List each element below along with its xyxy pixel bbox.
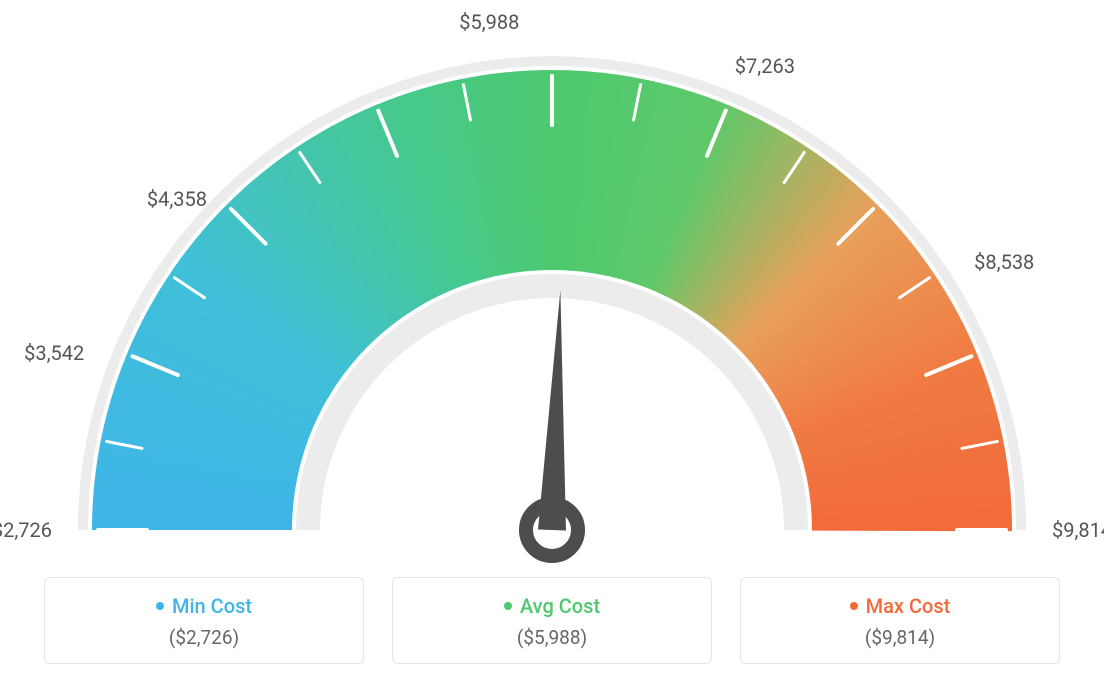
legend-label: Avg Cost [520, 594, 600, 618]
legend-dot-icon [850, 602, 858, 610]
legend-card-max: Max Cost ($9,814) [740, 577, 1060, 664]
legend-label: Max Cost [866, 594, 951, 618]
legend-value: ($5,988) [403, 626, 701, 649]
gauge-svg [0, 20, 1104, 580]
legend-dot-icon [156, 602, 164, 610]
legend-title: Min Cost [156, 594, 252, 618]
gauge-scale-label: $8,538 [974, 250, 1034, 274]
legend-row: Min Cost ($2,726) Avg Cost ($5,988) Max Cost… [0, 577, 1104, 664]
legend-label: Min Cost [172, 594, 252, 618]
gauge-scale-label: $7,263 [735, 54, 795, 78]
legend-value: ($9,814) [751, 626, 1049, 649]
gauge-scale-label: $2,726 [0, 518, 52, 542]
gauge-scale-label: $3,542 [24, 341, 84, 365]
legend-card-min: Min Cost ($2,726) [44, 577, 364, 664]
legend-title: Max Cost [850, 594, 951, 618]
gauge-container: $2,726 $3,542 $4,358 $5,988 $7,263 $8,538 $9,8… [0, 0, 1104, 560]
gauge-scale-label: $5,988 [459, 10, 519, 34]
gauge-scale-label: $9,814 [1052, 518, 1104, 542]
legend-title: Avg Cost [504, 594, 600, 618]
legend-card-avg: Avg Cost ($5,988) [392, 577, 712, 664]
gauge-scale-label: $4,358 [147, 187, 207, 211]
legend-dot-icon [504, 602, 512, 610]
legend-value: ($2,726) [55, 626, 353, 649]
gauge-needle [538, 290, 566, 530]
